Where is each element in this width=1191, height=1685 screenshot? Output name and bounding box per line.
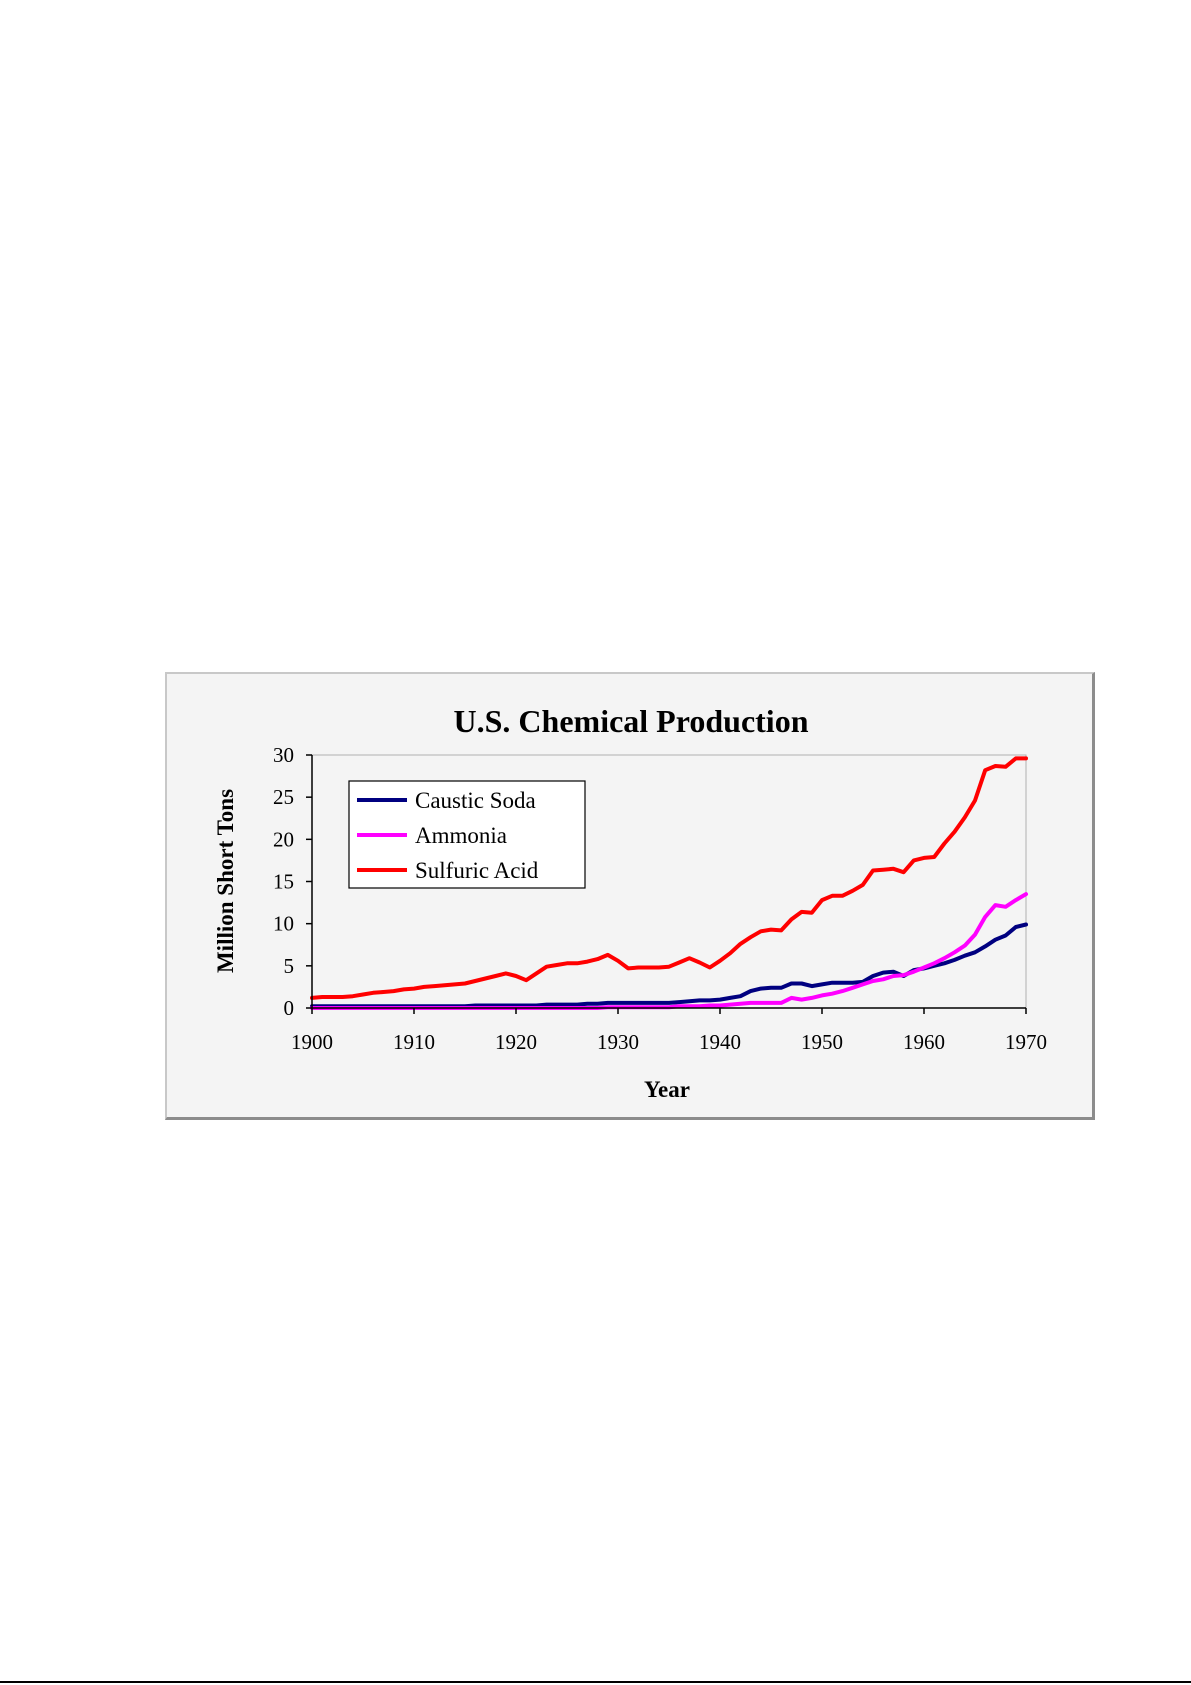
- series-line-sulfuric-acid: [310, 756, 1028, 1000]
- x-ticks: 1900 1910 1920 1930 1940 1950 1960 1970: [291, 1008, 1047, 1054]
- legend: Caustic Soda Ammonia Sulfuric Acid: [348, 780, 586, 889]
- page-footer-line: [0, 1681, 1191, 1683]
- x-axis-label: Year: [644, 1077, 690, 1102]
- legend-label: Ammonia: [415, 823, 507, 848]
- x-tick-label: 1920: [495, 1030, 537, 1054]
- y-tick-label: 25: [273, 785, 294, 809]
- x-tick-label: 1970: [1005, 1030, 1047, 1054]
- x-tick-label: 1940: [699, 1030, 741, 1054]
- chart-title: U.S. Chemical Production: [454, 703, 809, 739]
- y-tick-label: 10: [273, 912, 294, 936]
- x-tick-label: 1900: [291, 1030, 333, 1054]
- y-tick-label: 5: [284, 954, 295, 978]
- x-tick-label: 1910: [393, 1030, 435, 1054]
- y-tick-label: 20: [273, 827, 294, 851]
- x-tick-label: 1930: [597, 1030, 639, 1054]
- legend-label: Sulfuric Acid: [415, 858, 539, 883]
- y-tick-label: 0: [284, 996, 295, 1020]
- legend-label: Caustic Soda: [415, 788, 536, 813]
- chart-frame: U.S. Chemical Production 0 5 10 15 20 25 30 19…: [165, 672, 1095, 1120]
- chart-svg: U.S. Chemical Production 0 5 10 15 20 25 30 19…: [213, 703, 1047, 1102]
- x-tick-label: 1950: [801, 1030, 843, 1054]
- y-tick-label: 15: [273, 870, 294, 894]
- x-tick-label: 1960: [903, 1030, 945, 1054]
- y-ticks: 0 5 10 15 20 25 30: [273, 743, 312, 1020]
- series-line-ammonia: [310, 892, 1028, 1010]
- y-axis-label: Million Short Tons: [213, 789, 238, 973]
- y-tick-label: 30: [273, 743, 294, 767]
